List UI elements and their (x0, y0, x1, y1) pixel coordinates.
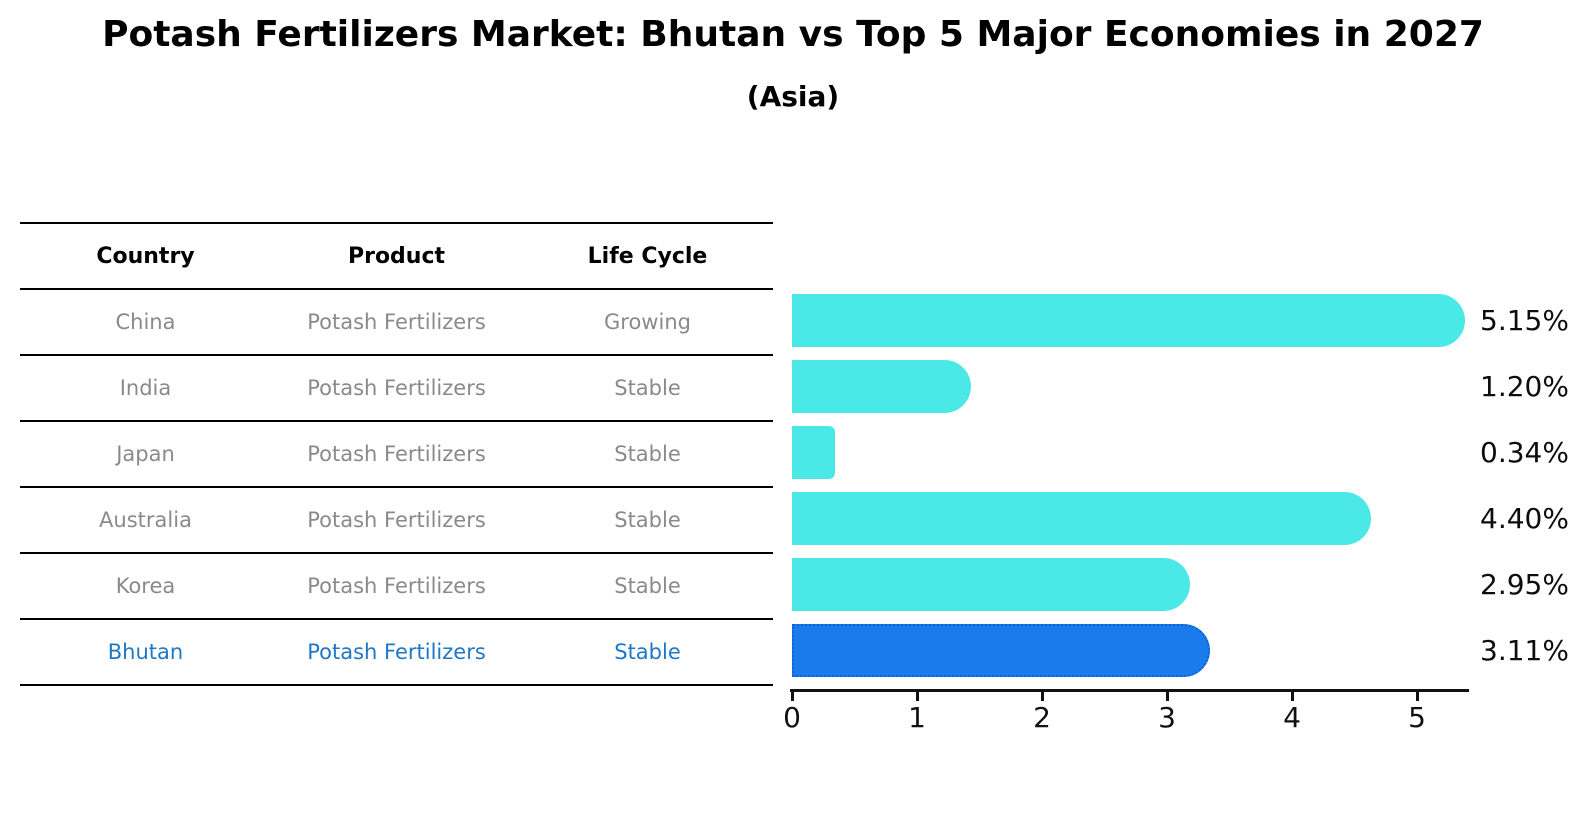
column-header-product: Product (347, 243, 446, 269)
value-label-bhutan: 3.11% (1480, 634, 1569, 667)
bar-india (792, 360, 971, 413)
x-tick-label-4: 4 (1283, 701, 1301, 734)
value-label-korea: 2.95% (1480, 568, 1569, 601)
table-row-australia: Australia Potash Fertilizers Stable (20, 488, 773, 554)
x-tick-label-1: 1 (908, 701, 926, 734)
column-header-life-cycle: Life Cycle (587, 243, 708, 269)
value-label-australia: 4.40% (1480, 502, 1569, 535)
table-row-japan: Japan Potash Fertilizers Stable (20, 422, 773, 488)
cell-life-cycle: Stable (614, 376, 681, 400)
cell-country: China (115, 310, 176, 334)
cell-product: Potash Fertilizers (307, 376, 486, 400)
cell-country: Australia (99, 508, 192, 532)
x-tick-3 (1166, 692, 1169, 701)
x-axis-line (790, 689, 1469, 692)
cell-product: Potash Fertilizers (307, 508, 486, 532)
table-header-row: Country Product Life Cycle (20, 224, 773, 290)
cell-country: Japan (116, 442, 175, 466)
cell-life-cycle: Stable (614, 442, 681, 466)
cell-product: Potash Fertilizers (307, 442, 486, 466)
bar-china (792, 294, 1465, 347)
bar-bhutan (792, 624, 1210, 677)
cell-country: India (119, 376, 172, 400)
cell-life-cycle: Stable (614, 574, 681, 598)
x-tick-4 (1291, 692, 1294, 701)
value-label-japan: 0.34% (1480, 436, 1569, 469)
x-tick-2 (1041, 692, 1044, 701)
table-body: China Potash Fertilizers Growing India Potas… (20, 290, 773, 686)
value-label-india: 1.20% (1480, 370, 1569, 403)
cell-country: Bhutan (107, 640, 184, 664)
x-tick-0 (791, 692, 794, 701)
x-tick-label-0: 0 (783, 701, 801, 734)
x-tick-label-3: 3 (1158, 701, 1176, 734)
country-table: Country Product Life Cycle China Potash Fer… (20, 222, 773, 686)
x-tick-label-5: 5 (1408, 701, 1426, 734)
table-row-korea: Korea Potash Fertilizers Stable (20, 554, 773, 620)
table-row-china: China Potash Fertilizers Growing (20, 290, 773, 356)
column-header-country: Country (96, 243, 195, 269)
bar-australia (792, 492, 1371, 545)
cell-life-cycle: Stable (614, 508, 681, 532)
chart-subtitle: (Asia) (746, 80, 840, 113)
cell-product: Potash Fertilizers (307, 640, 486, 664)
cell-life-cycle: Growing (604, 310, 691, 334)
chart-title: Potash Fertilizers Market: Bhutan vs Top… (102, 14, 1484, 55)
bar-japan (792, 426, 835, 479)
table-row-bhutan: Bhutan Potash Fertilizers Stable (20, 620, 773, 686)
x-tick-5 (1416, 692, 1419, 701)
cell-product: Potash Fertilizers (307, 574, 486, 598)
table-row-india: India Potash Fertilizers Stable (20, 356, 773, 422)
x-tick-label-2: 2 (1033, 701, 1051, 734)
value-label-china: 5.15% (1480, 304, 1569, 337)
bar-korea (792, 558, 1190, 611)
cell-product: Potash Fertilizers (307, 310, 486, 334)
cell-life-cycle: Stable (614, 640, 681, 664)
cell-country: Korea (115, 574, 176, 598)
x-tick-1 (916, 692, 919, 701)
